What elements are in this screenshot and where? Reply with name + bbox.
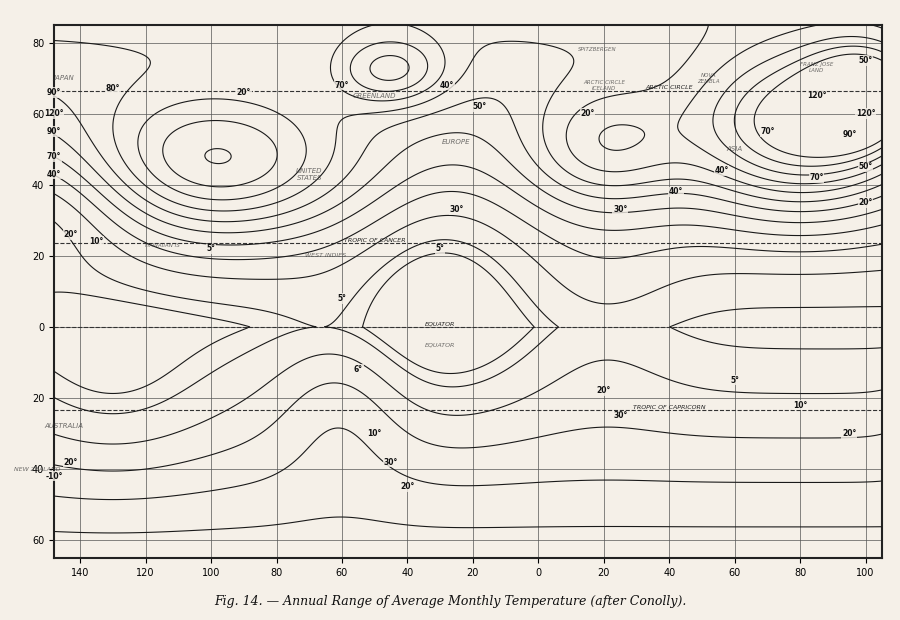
Text: TROPIC OF CAPRICORN: TROPIC OF CAPRICORN	[633, 405, 706, 410]
Text: EQUATOR: EQUATOR	[425, 321, 455, 326]
Text: ARCTIC CIRCLE
ICELAND: ARCTIC CIRCLE ICELAND	[583, 80, 625, 91]
Text: 80°: 80°	[105, 84, 120, 93]
Text: EQUATOR: EQUATOR	[425, 342, 455, 347]
Text: SPITZBERGEN: SPITZBERGEN	[578, 47, 617, 52]
Text: 20°: 20°	[63, 230, 77, 239]
Text: 20°: 20°	[597, 386, 611, 396]
Text: 90°: 90°	[842, 130, 857, 140]
Text: 30°: 30°	[613, 205, 627, 214]
Text: 20°: 20°	[400, 482, 415, 492]
Text: 20°: 20°	[859, 198, 873, 207]
Text: 10°: 10°	[89, 237, 104, 246]
Text: 40°: 40°	[47, 170, 61, 179]
Text: 70°: 70°	[760, 127, 775, 136]
Text: 50°: 50°	[859, 56, 873, 65]
Text: 10°: 10°	[367, 429, 382, 438]
Text: AUSTRALIA: AUSTRALIA	[44, 423, 84, 430]
Text: 70°: 70°	[47, 152, 61, 161]
Text: 40°: 40°	[669, 187, 683, 197]
Text: 50°: 50°	[859, 162, 873, 172]
Text: 90°: 90°	[47, 127, 61, 136]
Text: 70°: 70°	[335, 81, 349, 90]
Text: 50°: 50°	[472, 102, 487, 111]
Text: 5°: 5°	[436, 244, 445, 253]
Text: 30°: 30°	[449, 205, 464, 214]
Text: ASIA: ASIA	[726, 146, 742, 153]
Text: FRANZ JOSE
LAND: FRANZ JOSE LAND	[800, 62, 833, 73]
Text: 40°: 40°	[715, 166, 729, 175]
Text: JAPAN: JAPAN	[53, 75, 74, 81]
Text: 20°: 20°	[580, 109, 595, 118]
Text: 70°: 70°	[809, 173, 824, 182]
Text: TROPIC OF CANCER: TROPIC OF CANCER	[344, 237, 406, 242]
Text: 20°: 20°	[842, 429, 857, 438]
Text: NOVA
ZEMBLA: NOVA ZEMBLA	[698, 73, 720, 84]
Text: UNITED
STATES: UNITED STATES	[296, 167, 322, 180]
Text: ARCTIC CIRCLE: ARCTIC CIRCLE	[645, 85, 693, 90]
Text: 5°: 5°	[207, 244, 215, 253]
Text: 120°: 120°	[856, 109, 876, 118]
Text: 30°: 30°	[384, 458, 398, 466]
Text: 20°: 20°	[237, 88, 251, 97]
Text: 6°: 6°	[354, 365, 363, 374]
Text: 120°: 120°	[806, 91, 826, 100]
Text: 5°: 5°	[730, 376, 739, 385]
Text: EUROPE: EUROPE	[442, 139, 471, 145]
Text: 90°: 90°	[47, 88, 61, 97]
Text: Fig. 14. — Annual Range of Average Monthly Temperature (after Conolly).: Fig. 14. — Annual Range of Average Month…	[214, 595, 686, 608]
Text: 10°: 10°	[793, 401, 807, 410]
Text: HAWAIIAN IS: HAWAIIAN IS	[145, 242, 179, 247]
Text: 120°: 120°	[44, 109, 64, 118]
Text: WEST INDIES: WEST INDIES	[305, 254, 346, 259]
Text: 40°: 40°	[439, 81, 454, 90]
Text: 30°: 30°	[613, 411, 627, 420]
Text: -10°: -10°	[45, 472, 63, 480]
Text: 20°: 20°	[63, 458, 77, 466]
Text: GREENLAND: GREENLAND	[353, 93, 397, 99]
Text: 5°: 5°	[338, 294, 346, 303]
Text: NEW ZEALAND: NEW ZEALAND	[14, 467, 61, 472]
